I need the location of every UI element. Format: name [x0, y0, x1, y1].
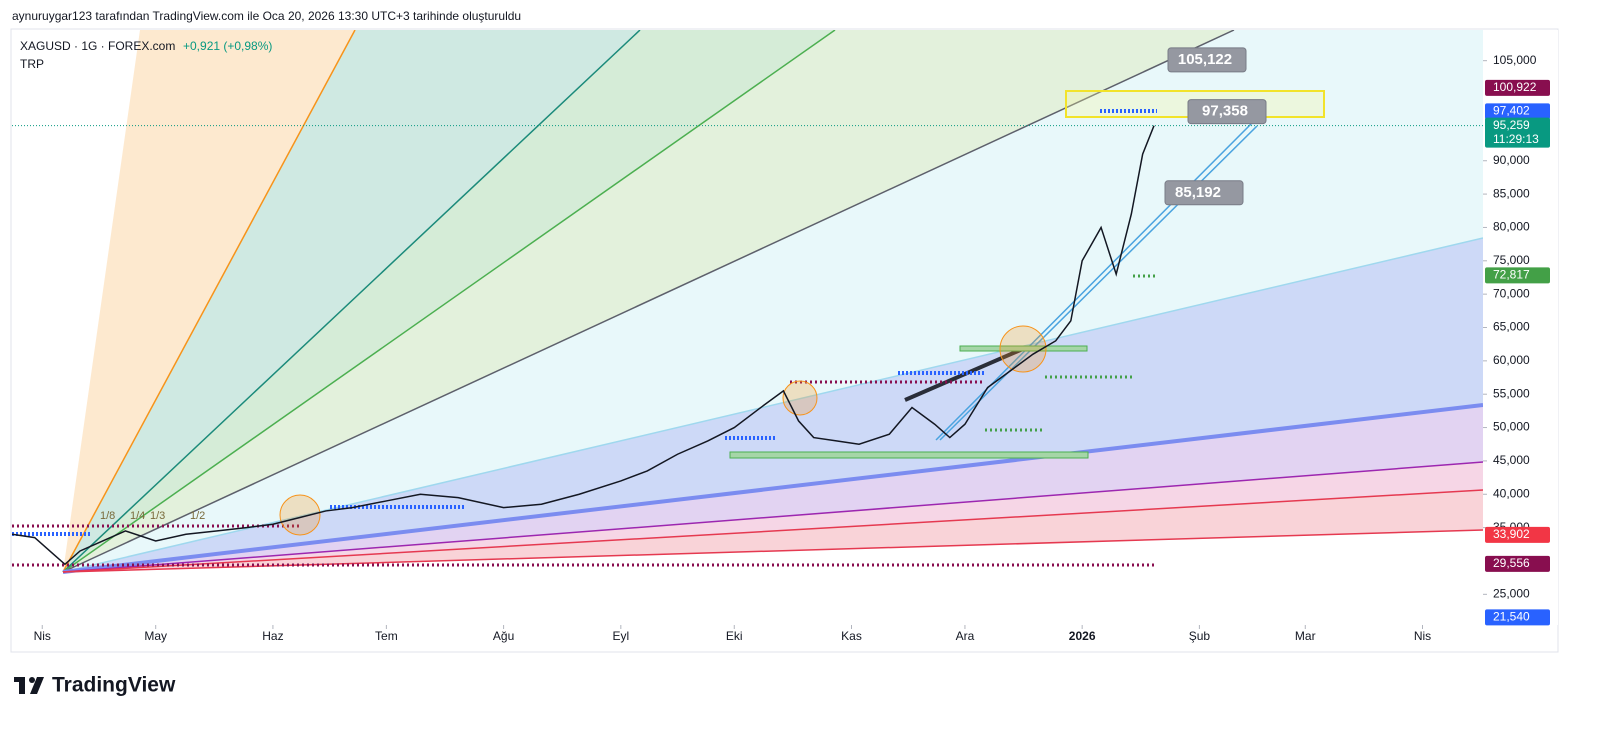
price-tag	[1485, 609, 1550, 626]
callout-label: 105,122	[1178, 51, 1232, 68]
plot-layer	[12, 125, 1483, 566]
price-tag	[1485, 117, 1550, 148]
drawings	[12, 30, 1483, 574]
logo: TradingView	[14, 674, 176, 697]
callout-label: 97,358	[1202, 103, 1248, 120]
y-tick-label: 65,000	[1493, 320, 1530, 334]
x-tick-label: Nis	[34, 629, 51, 643]
currency: TRP	[20, 57, 44, 71]
y-tick-label: 55,000	[1493, 386, 1530, 400]
price-tag	[1485, 267, 1550, 284]
change: +0,921 (+0,98%)	[183, 39, 272, 53]
y-tick-label: 25,000	[1493, 586, 1530, 600]
x-tick-label: Ağu	[493, 629, 514, 643]
x-tick-label: Ara	[956, 629, 975, 643]
x-tick-label: Tem	[375, 629, 398, 643]
price-tag	[1485, 555, 1550, 572]
y-tick-label: 80,000	[1493, 220, 1530, 234]
y-tick-label: 60,000	[1493, 353, 1530, 367]
fan-label: 1/3	[150, 510, 165, 522]
x-tick-label: Eki	[726, 629, 743, 643]
price-line	[12, 125, 1155, 566]
price-tag-label: 29,556	[1493, 556, 1530, 570]
callout-label: 85,192	[1175, 184, 1221, 201]
callout	[1164, 180, 1244, 206]
price-tag-label: 97,402	[1493, 104, 1530, 118]
y-tick-label: 40,000	[1493, 486, 1530, 500]
symbol: XAGUSD · 1G · FOREX.com	[20, 39, 175, 53]
price-tag-label: 100,922	[1493, 80, 1537, 94]
callout	[1167, 47, 1247, 73]
y-tick-label: 45,000	[1493, 453, 1530, 467]
fan-label: 1/2	[190, 510, 205, 522]
price-tag-label: 33,902	[1493, 527, 1530, 541]
x-tick-label: Mar	[1295, 629, 1316, 643]
x-tick-label: 2026	[1069, 629, 1096, 643]
price-tag	[1485, 526, 1550, 543]
fan-label: 1/8	[100, 510, 115, 522]
y-tick-label: 75,000	[1493, 253, 1530, 267]
x-tick-label: Nis	[1414, 629, 1431, 643]
callout	[1187, 99, 1267, 125]
y-tick-label: 105,000	[1493, 53, 1537, 67]
price-tag-timer: 11:29:13	[1493, 132, 1539, 146]
logo-text: TradingView	[52, 674, 176, 697]
x-tick-label: Şub	[1189, 629, 1211, 643]
price-tag-label: 21,540	[1493, 610, 1530, 624]
price-tag	[1485, 79, 1550, 96]
fan-label: 1/4	[130, 510, 145, 522]
price-tag-label: 95,259	[1493, 118, 1530, 132]
y-tick-label: 50,000	[1493, 420, 1530, 434]
x-tick-label: Haz	[262, 629, 283, 643]
header: aynuruygar123 tarafından TradingView.com…	[12, 9, 521, 23]
price-tag	[1485, 103, 1550, 120]
y-tick-label: 85,000	[1493, 186, 1530, 200]
y-tick-label: 70,000	[1493, 286, 1530, 300]
price-tag-label: 72,817	[1493, 268, 1530, 282]
x-tick-label: Eyl	[612, 629, 629, 643]
x-tick-label: Kas	[841, 629, 862, 643]
y-tick-label: 90,000	[1493, 153, 1530, 167]
x-tick-label: May	[144, 629, 167, 643]
